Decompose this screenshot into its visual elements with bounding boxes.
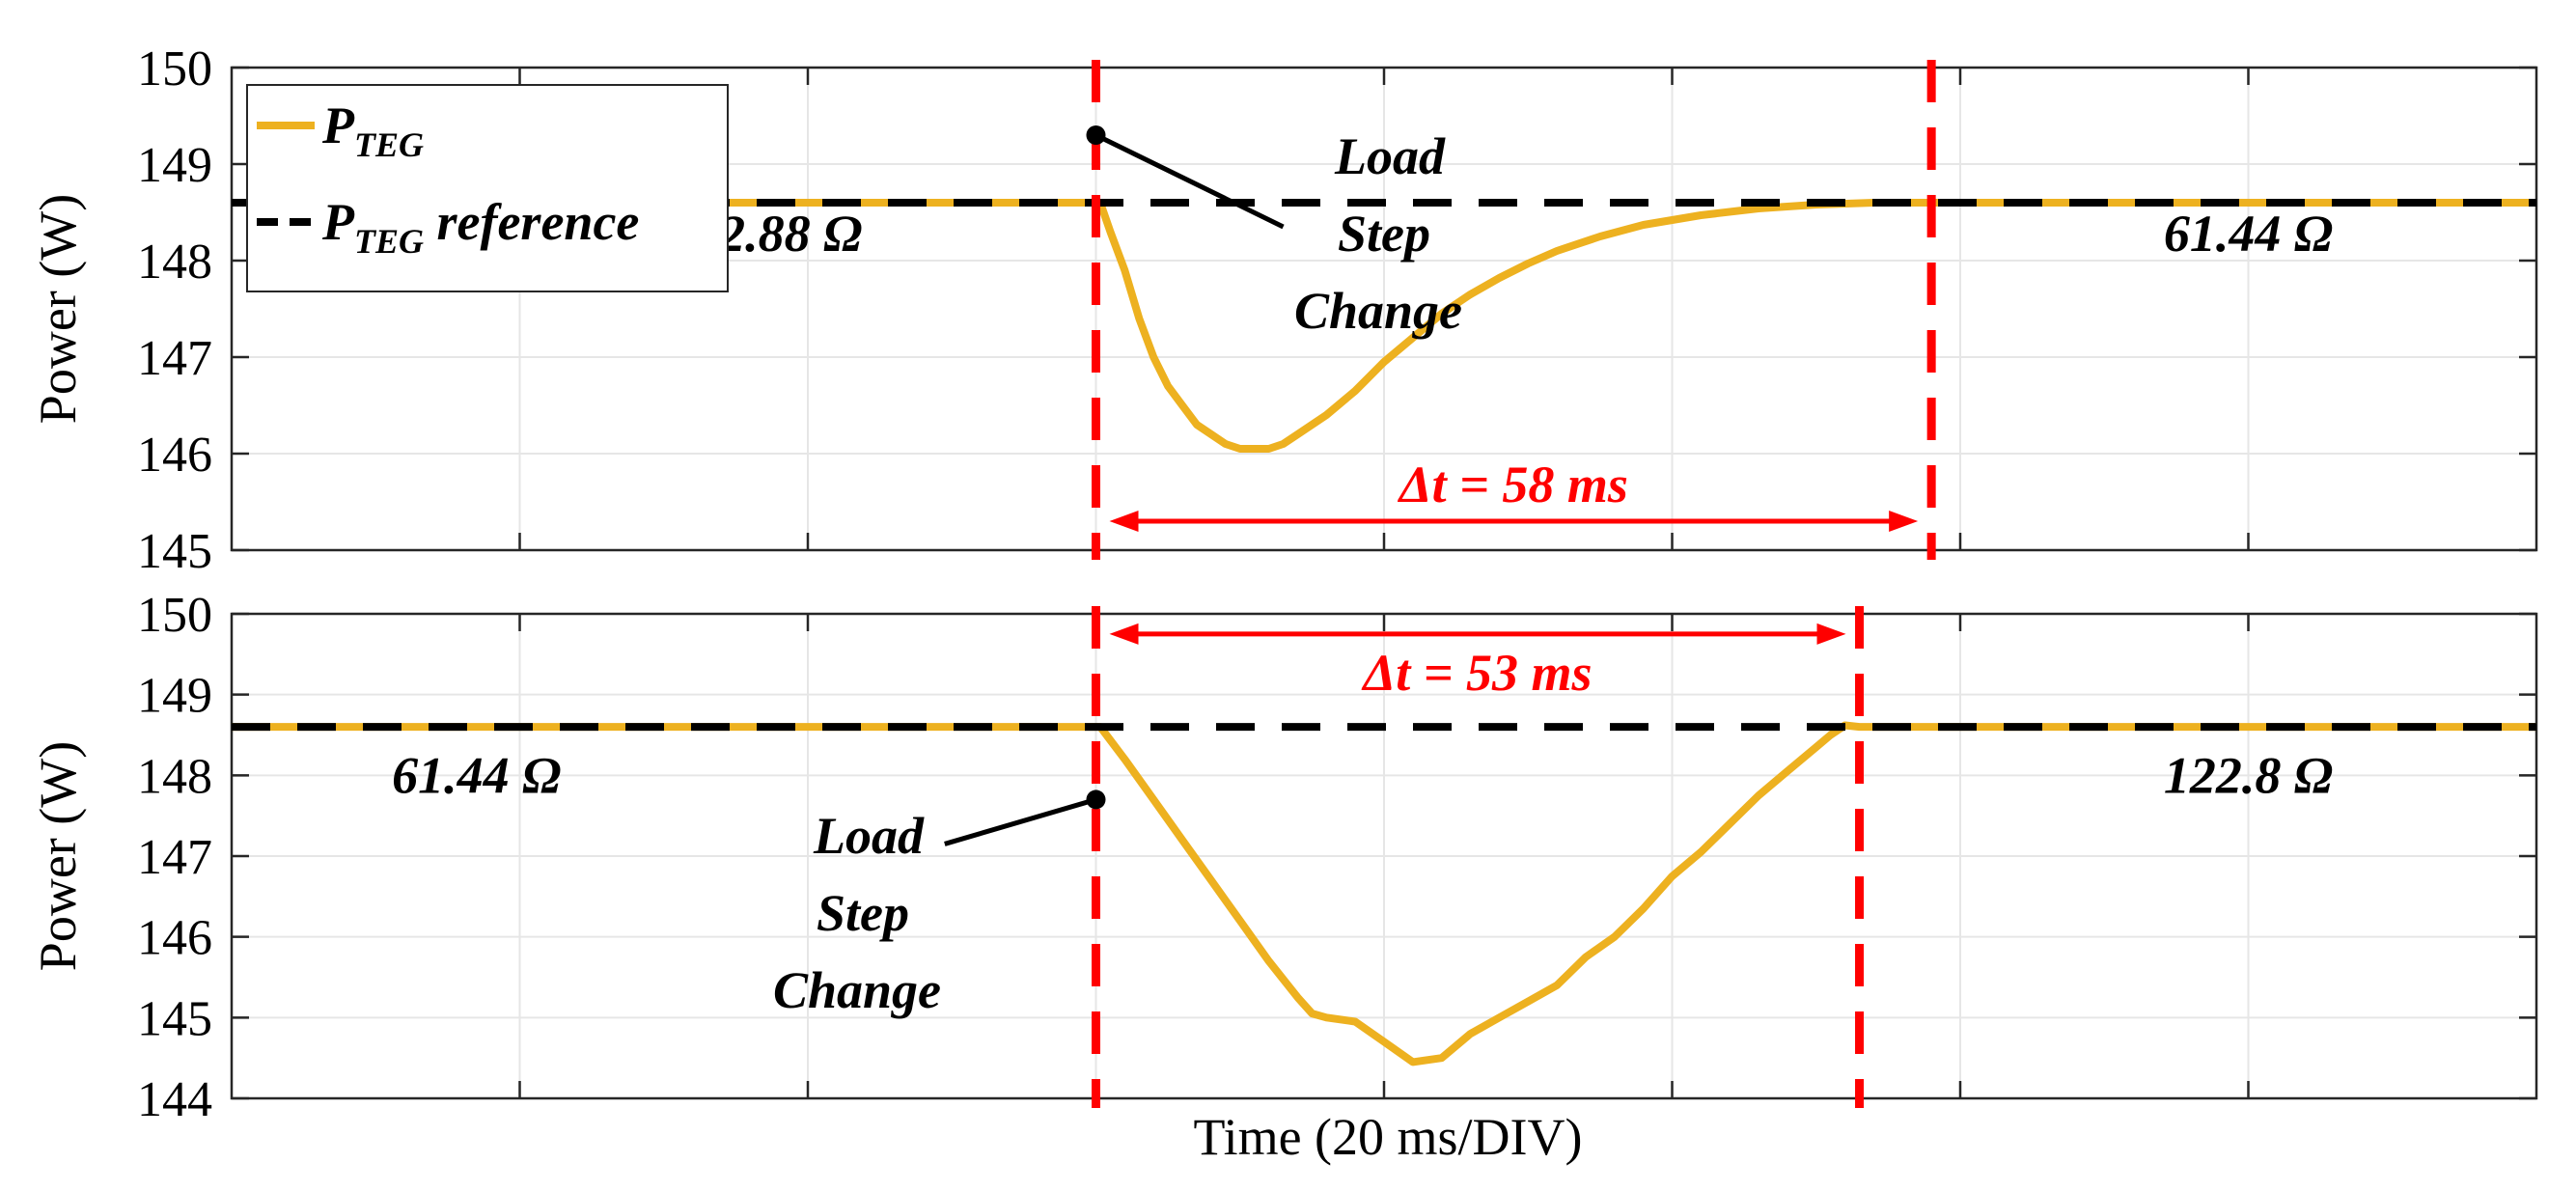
step-annotation-text: Change [773,961,941,1019]
interval-label: Δt = 58 ms [1398,456,1628,513]
interval-arrow-head-right [1889,511,1919,532]
y-tick-label: 145 [137,524,212,579]
y-tick-label: 149 [137,138,212,193]
y-tick-label: 148 [137,235,212,290]
step-annotation-point [1086,125,1106,145]
y-axis-label: Power (W) [29,741,87,971]
y-tick-label: 146 [137,428,212,483]
power-trace-line [232,199,2536,453]
y-axis-label: Power (W) [29,194,87,424]
legend-entry-label: PTEG reference [321,193,639,261]
bottom-chart-panel: 144 145 146 147 148 149 150 Power (W) Δt = 53 ms… [29,588,2538,1127]
y-tick-label: 145 [137,991,212,1046]
step-annotation-point [1086,789,1106,810]
step-annotation-text: Load [1334,127,1446,185]
y-tick-label: 147 [137,830,212,885]
step-annotation-text: Load [813,807,925,865]
legend-entry-label: PTEG [321,97,424,164]
legend-box [246,84,729,292]
power-trace-line [232,721,2536,1066]
y-tick-label: 150 [137,42,212,97]
legend: PTEG PTEG reference [246,84,729,292]
y-tick-label: 150 [137,588,212,643]
y-tick-label: 147 [137,331,212,386]
step-annotation-text: Step [1338,205,1430,263]
resistance-label: 122.8 Ω [2164,746,2333,804]
y-tick-label: 146 [137,911,212,966]
interval-arrow-head-right [1816,623,1846,645]
y-tick-label: 148 [137,749,212,804]
interval-arrow-head-left [1109,511,1139,532]
x-axis-label: Time (20 ms/DIV) [1193,1108,1582,1166]
resistance-label: 61.44 Ω [392,746,561,804]
interval-arrow-head-left [1109,623,1139,645]
step-annotation-leader [944,797,1097,846]
step-annotation-text: Change [1294,282,1462,340]
step-annotation-text: Step [817,884,909,942]
y-tick-label: 149 [137,669,212,724]
step-annotation-leader [1094,132,1285,230]
interval-label: Δt = 53 ms [1361,644,1592,702]
y-tick-label: 144 [137,1072,212,1127]
resistance-label: 61.44 Ω [2164,205,2333,263]
